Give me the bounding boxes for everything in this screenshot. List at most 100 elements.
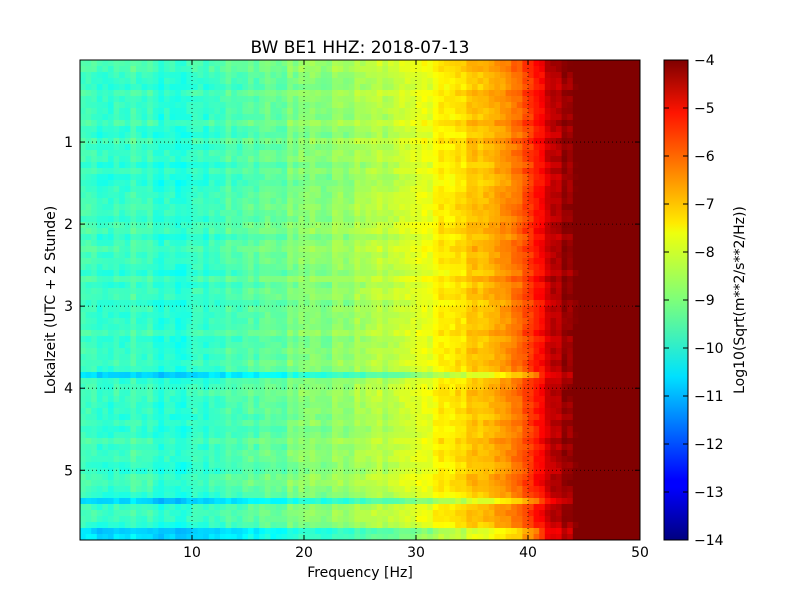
heatmap-cell (136, 114, 143, 121)
heatmap-cell (197, 228, 204, 235)
heatmap-cell (371, 318, 378, 325)
heatmap-cell (505, 210, 512, 217)
heatmap-cell (197, 240, 204, 247)
heatmap-cell (584, 342, 591, 349)
heatmap-cell (264, 126, 271, 133)
heatmap-cell (455, 90, 462, 97)
heatmap-cell (634, 324, 640, 331)
heatmap-cell (505, 60, 512, 67)
heatmap-cell (281, 126, 288, 133)
heatmap-cell (248, 174, 255, 181)
heatmap-cell (354, 66, 361, 73)
heatmap-cell (180, 246, 187, 253)
heatmap-cell (164, 306, 171, 313)
heatmap-cell (438, 78, 445, 85)
heatmap-cell (561, 312, 568, 319)
heatmap-cell (376, 204, 383, 211)
heatmap-cell (292, 282, 299, 289)
heatmap-cell (567, 90, 574, 97)
heatmap-cell (287, 348, 294, 355)
heatmap-cell (455, 276, 462, 283)
heatmap-cell (102, 216, 109, 223)
heatmap-cell (253, 126, 260, 133)
heatmap-cell (410, 240, 417, 247)
heatmap-cell (595, 216, 602, 223)
heatmap-cell (298, 186, 305, 193)
heatmap-cell (539, 162, 546, 169)
heatmap-cell (248, 306, 255, 313)
heatmap-cell (572, 252, 579, 259)
heatmap-cell (175, 66, 182, 73)
heatmap-cell (634, 150, 640, 157)
heatmap-cell (326, 150, 333, 157)
heatmap-cell (556, 252, 563, 259)
heatmap-cell (96, 234, 103, 241)
heatmap-cell (298, 234, 305, 241)
heatmap-cell (175, 294, 182, 301)
heatmap-cell (259, 132, 266, 139)
heatmap-cell (505, 276, 512, 283)
heatmap-cell (320, 60, 327, 67)
heatmap-cell (500, 234, 507, 241)
heatmap-cell (292, 294, 299, 301)
heatmap-cell (522, 210, 529, 217)
heatmap-cell (102, 60, 109, 67)
heatmap-cell (522, 258, 529, 265)
heatmap-cell (388, 318, 395, 325)
heatmap-cell (595, 204, 602, 211)
heatmap-cell (96, 246, 103, 253)
heatmap-cell (85, 72, 92, 79)
heatmap-cell (152, 168, 159, 175)
heatmap-cell (119, 252, 126, 259)
heatmap-cell (264, 102, 271, 109)
heatmap-cell (606, 138, 613, 145)
heatmap-cell (214, 144, 221, 151)
heatmap-cell (158, 150, 165, 157)
heatmap-cell (85, 108, 92, 115)
heatmap-cell (432, 252, 439, 259)
heatmap-cell (606, 204, 613, 211)
heatmap-cell (332, 276, 339, 283)
heatmap-cell (214, 318, 221, 325)
heatmap-cell (236, 144, 243, 151)
heatmap-cell (220, 66, 227, 73)
heatmap-cell (292, 192, 299, 199)
heatmap-cell (130, 66, 137, 73)
heatmap-cell (533, 264, 540, 271)
heatmap-cell (578, 198, 585, 205)
heatmap-cell (197, 348, 204, 355)
heatmap-cell (91, 198, 98, 205)
heatmap-cell (410, 306, 417, 313)
heatmap-cell (192, 342, 199, 349)
heatmap-cell (136, 96, 143, 103)
heatmap-cell (522, 294, 529, 301)
heatmap-cell (287, 138, 294, 145)
heatmap-cell (309, 228, 316, 235)
heatmap-cell (595, 78, 602, 85)
heatmap-cell (208, 252, 215, 259)
heatmap-cell (119, 294, 126, 301)
heatmap-cell (421, 162, 428, 169)
heatmap-cell (556, 348, 563, 355)
heatmap-cell (399, 300, 406, 307)
heatmap-cell (253, 330, 260, 337)
heatmap-cell (192, 102, 199, 109)
heatmap-cell (141, 306, 148, 313)
heatmap-cell (192, 240, 199, 247)
heatmap-cell (337, 210, 344, 217)
heatmap-cell (80, 240, 87, 247)
heatmap-cell (628, 174, 635, 181)
heatmap-cell (550, 144, 557, 151)
heatmap-cell (404, 258, 411, 265)
heatmap-cell (483, 138, 490, 145)
heatmap-cell (617, 120, 624, 127)
heatmap-cell (281, 96, 288, 103)
heatmap-cell (584, 66, 591, 73)
heatmap-cell (612, 276, 619, 283)
heatmap-cell (259, 174, 266, 181)
heatmap-cell (505, 138, 512, 145)
heatmap-cell (326, 300, 333, 307)
heatmap-cell (578, 222, 585, 229)
heatmap-cell (208, 216, 215, 223)
heatmap-cell (572, 156, 579, 163)
